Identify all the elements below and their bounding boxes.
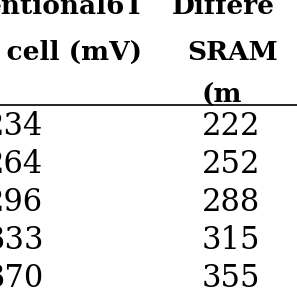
Text: 264: 264 [0, 149, 43, 180]
Text: 296: 296 [0, 187, 43, 218]
Text: 355: 355 [202, 263, 260, 294]
Text: 315: 315 [202, 225, 260, 256]
Text: Differe: Differe [172, 0, 275, 19]
Text: 222: 222 [202, 111, 260, 142]
Text: (m: (m [202, 83, 242, 108]
Text: 333: 333 [0, 225, 44, 256]
Text: 370: 370 [0, 263, 43, 294]
Text: 234: 234 [0, 111, 43, 142]
Text: I cell (mV): I cell (mV) [0, 40, 142, 65]
Text: SRAM: SRAM [187, 40, 278, 65]
Text: 252: 252 [202, 149, 260, 180]
Text: 288: 288 [202, 187, 260, 218]
Text: entional6T: entional6T [0, 0, 145, 19]
